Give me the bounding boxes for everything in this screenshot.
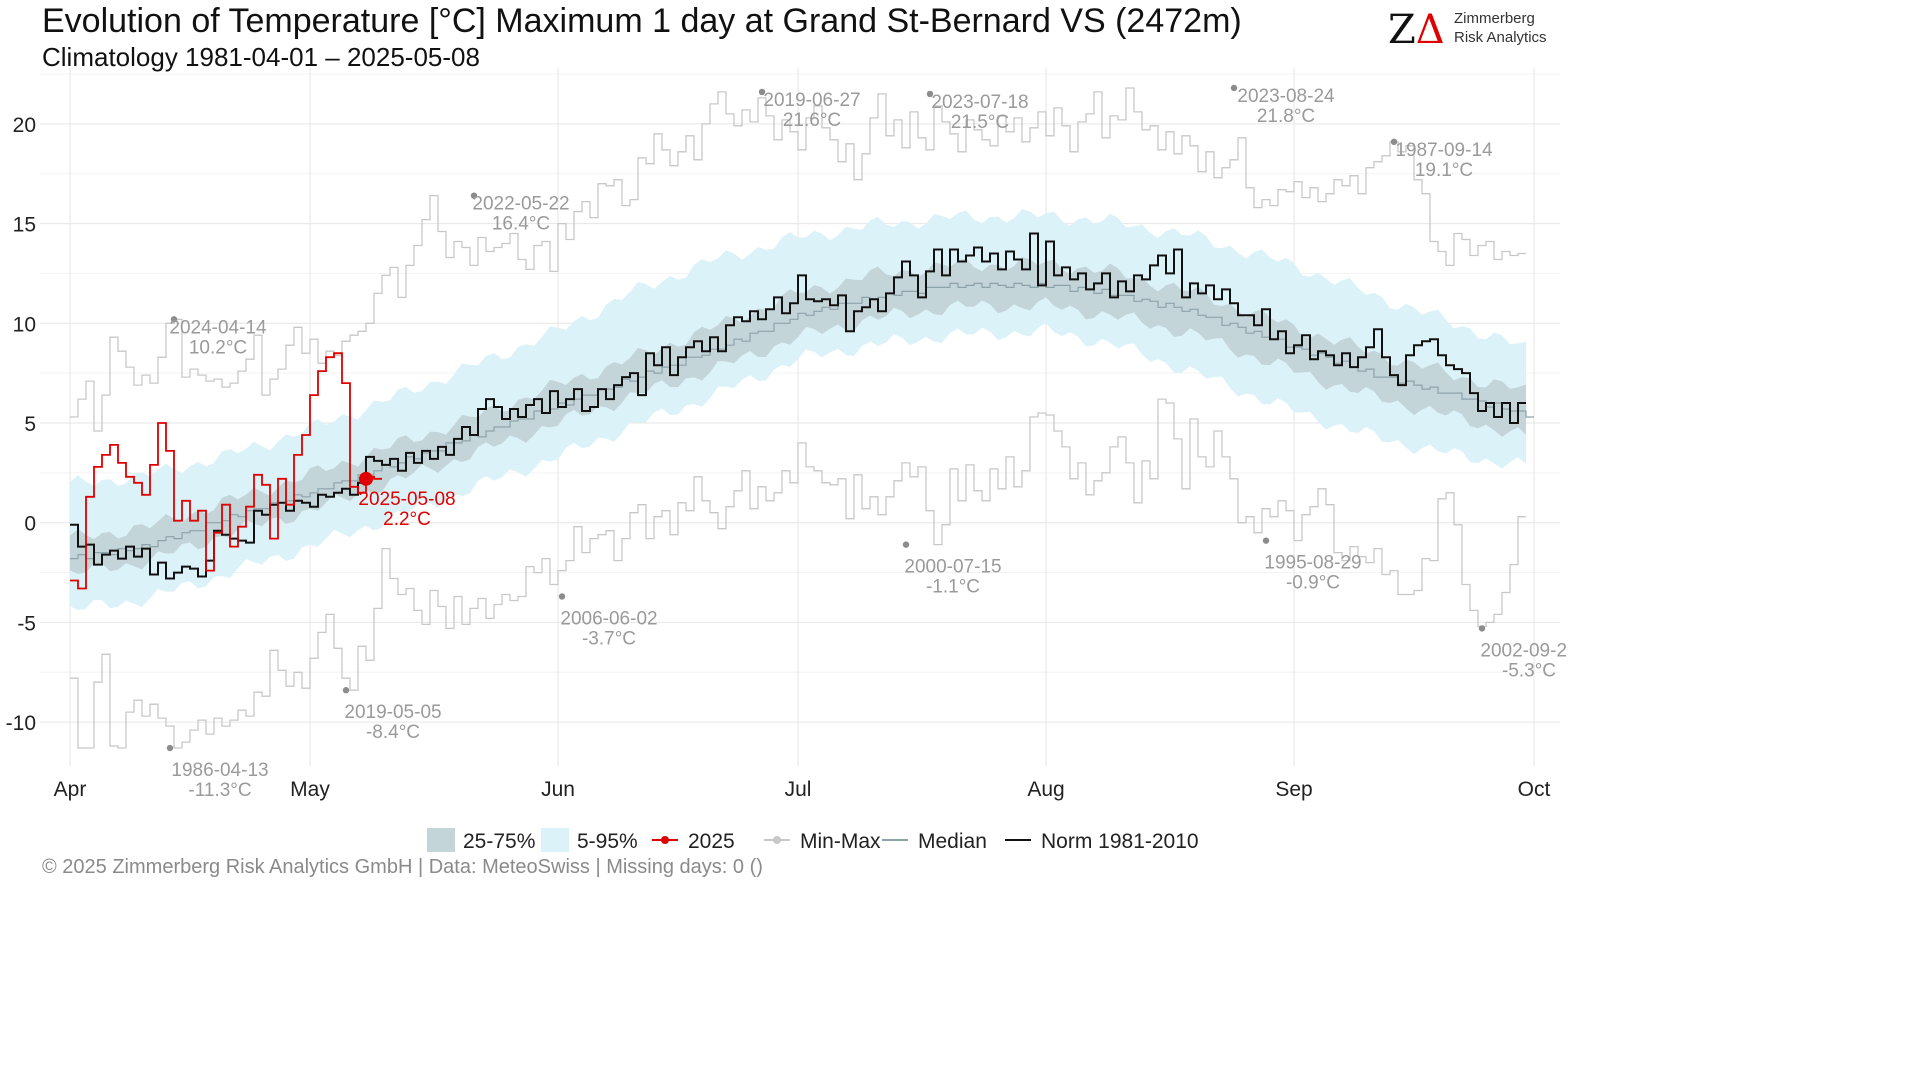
x-tick-label: Apr (54, 778, 87, 801)
record-point (926, 90, 934, 98)
annotation-date: 2019-05-05 (344, 702, 441, 723)
series-lines (70, 87, 1534, 749)
annotation-value: -0.9°C (1286, 573, 1340, 594)
y-tick-label: 15 (13, 214, 36, 237)
annotation-date: 2022-05-22 (472, 194, 569, 215)
logo-line-2: Risk Analytics (1454, 29, 1547, 46)
y-tick-label: -10 (6, 712, 36, 735)
footer-caption: © 2025 Zimmerberg Risk Analytics GmbH | … (42, 856, 763, 878)
annotation-value: 10.2°C (189, 337, 247, 358)
logo-line-1: Zimmerberg (1454, 10, 1535, 27)
annotation-value: 21.6°C (783, 110, 841, 131)
annotation-value: -3.7°C (582, 628, 636, 649)
legend-label: Min-Max (800, 830, 881, 853)
legend-swatch-dot (773, 836, 781, 844)
y-tick-label: -5 (17, 612, 36, 635)
legend-swatch-dot (661, 836, 669, 844)
x-tick-label: Jun (541, 778, 575, 801)
norm-line (70, 232, 1526, 580)
y-tick-label: 20 (13, 114, 36, 137)
x-tick-label: Oct (1518, 778, 1551, 801)
temperature-chart: -10 -5 0 5 10 15 20 Apr May Jun Jul Aug Sep Oct 2024-… (6, 68, 1568, 853)
annotation-value: -1.1°C (926, 577, 980, 598)
record-max-line (70, 87, 1526, 432)
annotation-value: -5.3°C (1502, 660, 1556, 681)
y-tick-label: 5 (24, 413, 36, 436)
annotation-date: 1995-08-29 (1264, 553, 1361, 574)
record-point (1390, 138, 1398, 146)
annotation-date: 2023-07-18 (931, 92, 1028, 113)
annotation-date: 2024-04-14 (169, 317, 267, 338)
chart-title: Evolution of Temperature [°C] Maximum 1 … (42, 2, 1242, 40)
annotation-date: 1986-04-13 (171, 760, 268, 781)
legend-label: 2025 (688, 830, 735, 853)
annotation-date: 2000-07-15 (904, 557, 1001, 578)
x-tick-label: Sep (1275, 778, 1312, 801)
brand-logo: ZΔ Zimmerberg Risk Analytics (1388, 8, 1558, 52)
legend-label: Norm 1981-2010 (1041, 830, 1199, 853)
band-25-75 (70, 257, 1526, 574)
record-point (758, 88, 766, 96)
axis-labels: -10 -5 0 5 10 15 20 Apr May Jun Jul Aug Sep Oct (6, 114, 1551, 801)
x-tick-label: Aug (1027, 778, 1064, 801)
annotation-date: 2019-06-27 (763, 90, 860, 111)
legend-swatch (541, 828, 569, 852)
y-tick-label: 10 (13, 313, 36, 336)
legend: 25-75% 5-95% 2025 Min-Max Median Norm 1981-20… (427, 828, 1199, 853)
annotation-date: 1987-09-14 (1395, 140, 1493, 161)
current-2025-line (70, 352, 382, 590)
current-point (359, 471, 373, 486)
annotation-value: -11.3°C (188, 780, 251, 801)
record-point (342, 687, 350, 694)
annotation-value: -8.4°C (366, 722, 420, 743)
y-tick-label: 0 (24, 513, 36, 536)
grid (40, 68, 1560, 766)
legend-label: 25-75% (463, 830, 535, 853)
annotation-value: 19.1°C (1415, 160, 1473, 181)
annotation-date: 2006-06-02 (560, 608, 657, 629)
x-tick-label: Jul (785, 778, 812, 801)
record-point (1262, 537, 1270, 544)
record-min-line (70, 398, 1526, 749)
record-point (170, 316, 178, 323)
record-point (558, 593, 566, 600)
record-point (1478, 625, 1486, 632)
legend-swatch (427, 828, 455, 852)
legend-label: 5-95% (577, 830, 638, 853)
annotation-date: 2002-09-25 (1480, 640, 1568, 661)
current-value-label: 2.2°C (383, 509, 431, 530)
record-point (166, 744, 174, 752)
record-point (1230, 84, 1238, 92)
annotation-value: 21.8°C (1257, 106, 1315, 127)
logo-mark-icon: ZΔ (1388, 7, 1445, 53)
annotation-value: 16.4°C (492, 214, 550, 235)
percentile-bands (70, 209, 1526, 611)
current-date-label: 2025-05-08 (358, 489, 455, 510)
annotation-value: 21.5°C (951, 112, 1009, 133)
record-point (470, 192, 478, 199)
x-tick-label: May (290, 778, 330, 801)
legend-label: Median (918, 830, 987, 853)
record-point (902, 541, 910, 548)
chart-subtitle: Climatology 1981-04-01 – 2025-05-08 (42, 42, 480, 72)
annotation-date: 2023-08-24 (1237, 86, 1335, 107)
